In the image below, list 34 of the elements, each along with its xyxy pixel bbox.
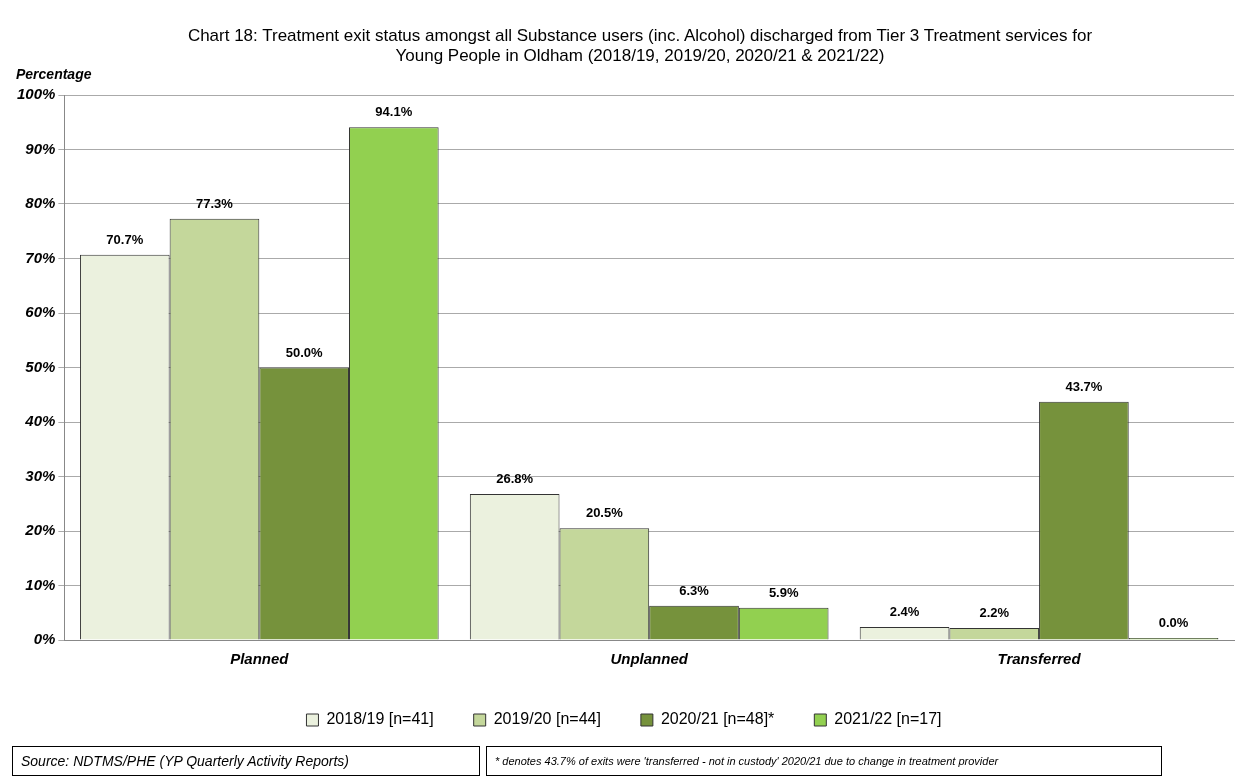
legend-label: 2018/19 [n=41] bbox=[326, 710, 434, 728]
data-label: 2.2% bbox=[979, 605, 1010, 621]
y-tick-label: 70% bbox=[25, 248, 56, 266]
y-tick-label: 100% bbox=[16, 85, 56, 103]
legend-label: 2020/21 [n=48]* bbox=[660, 710, 775, 728]
y-axis-title: Percentage bbox=[16, 66, 92, 82]
data-label: 2.4% bbox=[889, 604, 920, 619]
text: * denotes 43.7% of exits were 'transferred - not in custody' 2020/21 due to change in treatment provider bbox=[486, 746, 1162, 776]
x-tick-label: Transferred bbox=[997, 650, 1082, 668]
y-tick-label: 0% bbox=[33, 630, 56, 648]
y-tick-label: 30% bbox=[25, 466, 56, 484]
y-tick-label: 60% bbox=[25, 303, 56, 321]
y-tick-label: 50% bbox=[25, 357, 56, 375]
y-tick-label: 40% bbox=[24, 412, 56, 430]
y-tick-label: 80% bbox=[25, 194, 56, 212]
data-label: 77.3% bbox=[196, 195, 234, 211]
x-tick-label: Planned bbox=[230, 650, 290, 668]
data-label: 6.3% bbox=[679, 582, 710, 598]
data-label: 20.5% bbox=[585, 505, 624, 521]
x-tick-label: Unplanned bbox=[610, 650, 689, 668]
y-tick-label: 10% bbox=[25, 575, 56, 593]
data-label: 5.9% bbox=[768, 584, 799, 600]
y-tick-label: 20% bbox=[24, 521, 56, 539]
data-label: 26.8% bbox=[496, 471, 534, 487]
data-label: 50.0% bbox=[285, 344, 323, 360]
data-label: 43.7% bbox=[1065, 378, 1103, 394]
y-tick-label: 90% bbox=[25, 139, 56, 157]
legend-label: 2019/20 [n=44] bbox=[493, 710, 601, 728]
chart-title: Chart 18: Treatment exit status amongst all Substance users (inc. Alcohol) discharged from Tier 3 Treatment services for Young People in Oldham (2018/19, 2019/20, 2020/21 & 2021/22) bbox=[186, 26, 1094, 66]
data-label: 94.1% bbox=[375, 104, 413, 120]
source-note: Source: NDTMS/PHE (YP Quarterly Activity Reports) bbox=[12, 746, 480, 776]
data-label: 70.7% bbox=[106, 231, 144, 247]
data-label: 0.0% bbox=[1158, 615, 1189, 631]
legend-label: 2021/22 [n=17] bbox=[834, 710, 942, 728]
